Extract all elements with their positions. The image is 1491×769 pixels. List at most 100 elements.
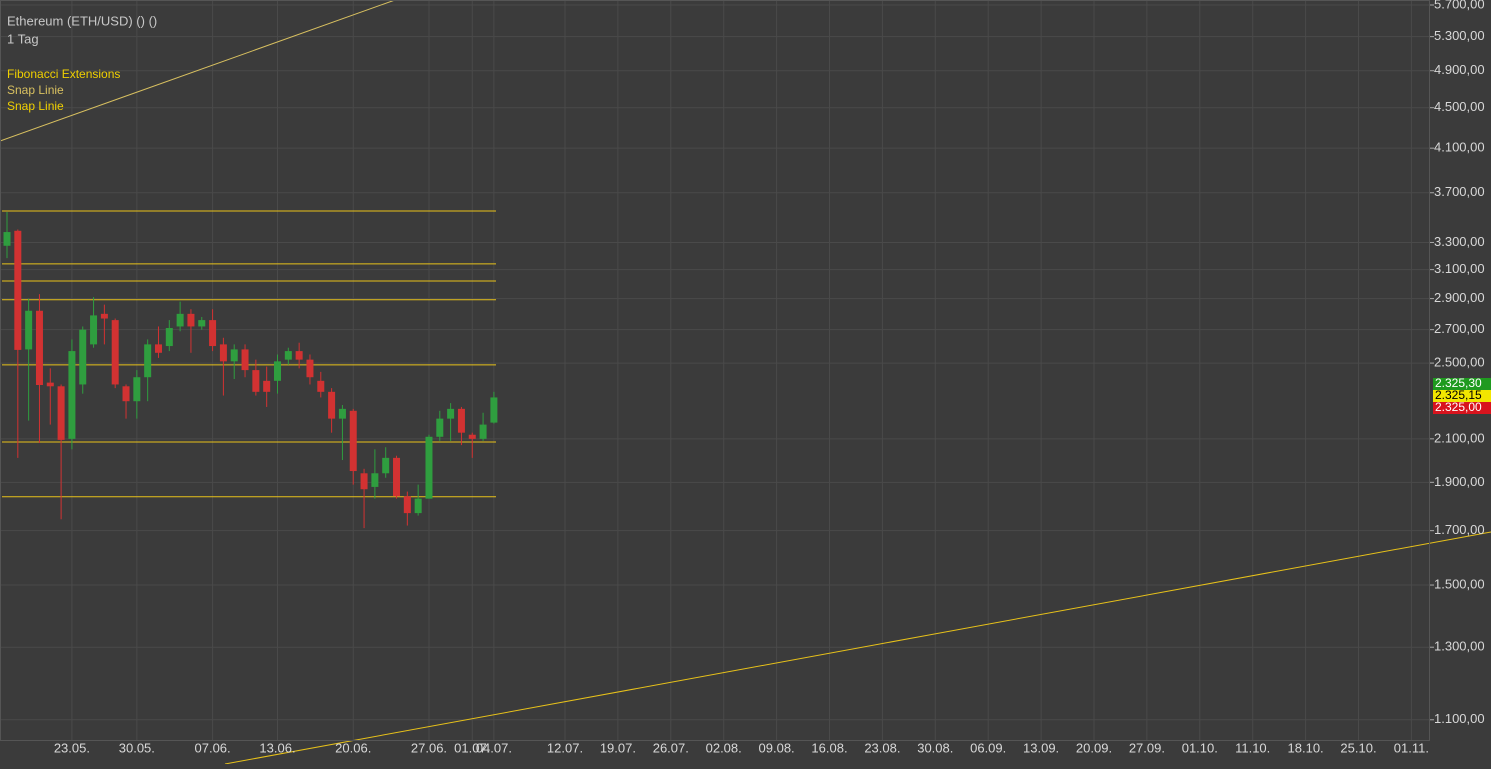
x-tick-label: 26.07. [653,740,689,755]
candle-body [274,361,281,381]
x-tick-label: 02.08. [706,740,742,755]
candle-body [165,328,173,347]
y-tick-label: 4.100,00 [1434,140,1485,155]
candle-body [3,232,11,246]
candle-body [263,380,271,392]
candle-body [252,370,260,392]
y-tick-label: 5.700,00 [1434,0,1485,11]
candle-body [338,408,346,419]
y-tick-label: 3.100,00 [1434,261,1485,276]
y-tick-label: 1.700,00 [1434,522,1485,537]
y-tick-label: 4.500,00 [1434,99,1485,114]
x-tick-label: 20.06. [335,740,371,755]
candle-body [479,424,487,439]
candle-body [382,457,390,474]
candle-body [360,473,368,490]
candle-body [317,380,325,392]
candle-body [198,320,206,327]
candle-body [328,391,336,419]
candle-body [490,397,498,423]
candle-body [457,408,465,433]
candle-body [144,344,152,378]
candle-body [187,313,195,327]
y-tick-label: 1.900,00 [1434,474,1485,489]
candles [3,211,498,529]
candle-body [403,496,411,514]
axes: 1.100,00 1.300,00 1.500,00 1.700,00 1.900,00… [54,0,1491,755]
y-tick-label: 1.100,00 [1434,711,1485,726]
x-tick-label: 13.06. [259,740,295,755]
price-tag-label: 2.325,15 [1435,388,1482,402]
x-tick-label: 27.09. [1129,740,1165,755]
chart-subtitle: 1 Tag [7,31,39,46]
candle-body [209,320,217,347]
price-tag [1433,390,1491,402]
price-tag [1433,378,1491,390]
x-tick-label: 11.10. [1235,740,1270,755]
x-tick-label: 06.09. [970,740,1006,755]
levels [2,210,496,498]
x-tick-label: 01.11. [1394,740,1429,755]
candle-body [46,382,54,387]
candle-body [447,408,455,419]
candle-body [425,436,433,499]
x-tick-label: 01.07. [454,740,490,755]
candle-body [295,351,303,360]
x-tick-label: 12.07. [547,740,583,755]
annotation: Fibonacci Extensions [7,67,120,81]
candle-body [371,473,379,487]
x-tick-label: 27.06. [411,740,447,755]
candle-body [35,310,43,386]
candle-body [90,315,98,345]
candle-body [241,349,249,371]
y-tick-label: 3.300,00 [1434,234,1485,249]
y-tick-label: 1.300,00 [1434,639,1485,654]
y-tick-label: 2.500,00 [1434,355,1485,370]
candle-body [393,457,401,497]
candle-body [14,230,22,350]
x-tick-label: 25.10. [1340,740,1376,755]
candle-body [111,320,119,385]
x-tick-label: 23.08. [864,740,900,755]
candle-body [468,434,476,439]
trendline [0,0,396,142]
legend: Ethereum (ETH/USD) () () 1 Tag Fibonacci… [7,13,157,113]
x-tick-label: 20.09. [1076,740,1112,755]
candle-body [414,498,422,514]
price-tag-label: 2.325,30 [1435,376,1482,390]
y-tick-label: 2.900,00 [1434,290,1485,305]
x-tick-label: 07.06. [195,740,231,755]
y-tick-label: 3.700,00 [1434,184,1485,199]
candle-body [284,351,292,360]
candle-body [306,359,314,378]
y-tick-label: 5.300,00 [1434,28,1485,43]
x-tick-label: 04.07. [476,740,512,755]
candle-body [436,418,444,437]
trendline [224,531,1491,765]
x-tick-label: 19.07. [600,740,636,755]
candle-body [100,313,108,319]
candle-body [219,344,227,362]
annotation: Snap Linie [7,99,64,113]
candle-body [154,344,162,353]
x-tick-label: 30.05. [119,740,155,755]
plot-border [0,0,1430,741]
x-tick-label: 01.10. [1182,740,1218,755]
price-tag-label: 2.325,00 [1435,400,1482,414]
y-tick-label: 2.700,00 [1434,321,1485,336]
price-tag [1433,402,1491,414]
y-tick-label: 1.500,00 [1434,576,1485,591]
y-tick-label: 4.900,00 [1434,62,1485,77]
y-tick-label: 2.100,00 [1434,430,1485,445]
candle-body [122,386,130,402]
x-tick-label: 18.10. [1288,740,1324,755]
candle-body [349,410,357,472]
candle-body [133,377,141,402]
chart-title: Ethereum (ETH/USD) () () [7,13,157,28]
candle-body [176,313,184,327]
x-tick-label: 16.08. [811,740,847,755]
grid [0,0,1430,740]
x-tick-label: 23.05. [54,740,90,755]
